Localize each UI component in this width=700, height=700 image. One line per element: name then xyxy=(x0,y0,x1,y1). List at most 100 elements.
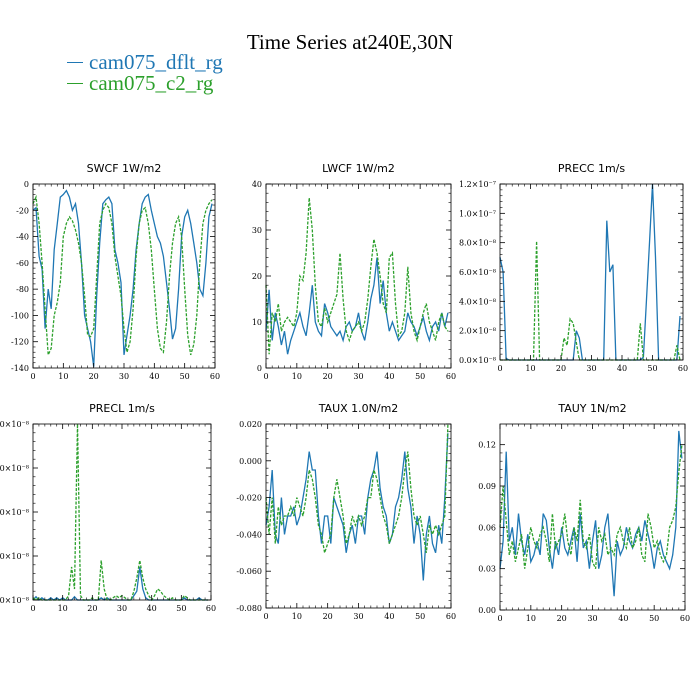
series-line-dflt xyxy=(32,566,208,601)
x-tick-label: 50 xyxy=(649,614,659,623)
y-tick-label: -0.040 xyxy=(236,530,262,539)
y-tick-label: 2.0×10⁻⁸ xyxy=(0,552,29,561)
y-tick-label: 4.0×10⁻⁸ xyxy=(0,508,29,517)
x-tick-label: 30 xyxy=(586,364,596,373)
x-tick-label: 30 xyxy=(587,614,597,623)
x-tick-label: 20 xyxy=(87,604,97,613)
y-tick-label: -0.080 xyxy=(236,604,262,613)
y-tick-label: 0.03 xyxy=(478,565,496,574)
legend-item-c2: cam075_c2_rg xyxy=(67,73,223,94)
legend-label-c2: cam075_c2_rg xyxy=(89,71,214,95)
y-tick-label: 0 xyxy=(257,364,262,373)
legend-item-dflt: cam075_dflt_rg xyxy=(67,52,223,73)
chart-panel-0: SWCF 1W/m2 0 10 20 30 40 50 60 0 -20 -40 -60 -80 -100… xyxy=(11,162,220,381)
plot-frame xyxy=(265,183,452,369)
chart-panel-5: TAUY 1N/m2 0 10 20 30 40 50 60 0.00 0.03 0.06 0.09 0… xyxy=(478,402,690,623)
series-line-c2 xyxy=(500,241,681,361)
x-tick-label: 50 xyxy=(647,364,657,373)
x-tick-label: 30 xyxy=(119,372,129,381)
y-tick-label: -0.020 xyxy=(236,494,262,503)
legend-swatch-dflt xyxy=(67,62,83,63)
y-tick-label: 6.0×10⁻⁸ xyxy=(459,268,496,277)
y-tick-label: -80 xyxy=(16,285,29,294)
x-tick-label: 40 xyxy=(384,372,394,381)
legend: cam075_dflt_rg cam075_c2_rg xyxy=(67,52,223,94)
x-tick-label: 50 xyxy=(415,372,425,381)
series-line-dflt xyxy=(265,257,449,355)
x-tick-label: 60 xyxy=(678,364,688,373)
y-tick-label: 30 xyxy=(252,226,262,235)
series-line-dflt xyxy=(265,433,449,581)
x-tick-label: 10 xyxy=(526,614,536,623)
y-tick-label: -0.060 xyxy=(236,567,262,576)
x-tick-label: 50 xyxy=(176,604,186,613)
x-tick-label: 0 xyxy=(30,604,35,613)
x-tick-label: 20 xyxy=(323,612,333,621)
y-tick-label: 8.0×10⁻⁸ xyxy=(459,239,496,248)
y-tick-label: 2.0×10⁻⁸ xyxy=(459,327,496,336)
series-line-dflt xyxy=(499,183,681,361)
chart-title: SWCF 1W/m2 xyxy=(87,162,162,175)
chart-title: LWCF 1W/m2 xyxy=(322,162,395,175)
x-tick-label: 60 xyxy=(680,614,690,623)
plot-frame xyxy=(32,423,212,601)
y-tick-label: 0.0×10⁻⁸ xyxy=(0,596,29,605)
y-tick-label: 0.020 xyxy=(239,420,262,429)
series-line-dflt xyxy=(499,430,683,597)
y-tick-label: 40 xyxy=(252,180,262,189)
x-tick-label: 0 xyxy=(497,364,502,373)
chart-title: TAUX 1.0N/m2 xyxy=(318,402,399,415)
y-tick-label: 0.06 xyxy=(478,523,496,532)
x-tick-label: 40 xyxy=(384,612,394,621)
series-line-c2 xyxy=(265,197,449,355)
y-tick-label: -20 xyxy=(16,206,29,215)
y-tick-label: 10 xyxy=(252,318,262,327)
legend-swatch-c2 xyxy=(67,83,83,84)
chart-panel-1: LWCF 1W/m2 0 10 20 30 40 50 60 0 10 20 30 40 xyxy=(252,162,456,381)
page-title: Time Series at240E,30N xyxy=(246,30,454,54)
x-tick-label: 60 xyxy=(210,372,220,381)
y-tick-label: 8.0×10⁻⁸ xyxy=(0,420,29,429)
legend-label-dflt: cam075_dflt_rg xyxy=(89,50,223,74)
x-tick-label: 40 xyxy=(617,364,627,373)
x-tick-label: 10 xyxy=(58,604,68,613)
y-tick-label: 0 xyxy=(24,180,29,189)
x-tick-label: 10 xyxy=(292,612,302,621)
chart-panel-4: TAUX 1.0N/m2 0 10 20 30 40 50 60 0.020 0.000 -0.02… xyxy=(236,402,456,621)
y-tick-label: 0.0×10⁻⁸ xyxy=(459,356,496,365)
y-tick-label: 0.000 xyxy=(239,457,262,466)
x-tick-label: 60 xyxy=(446,612,456,621)
x-tick-label: 20 xyxy=(323,372,333,381)
x-tick-label: 60 xyxy=(206,604,216,613)
x-tick-label: 40 xyxy=(618,614,628,623)
x-tick-label: 40 xyxy=(147,604,157,613)
x-tick-label: 30 xyxy=(353,612,363,621)
y-tick-label: -140 xyxy=(11,364,29,373)
x-tick-label: 30 xyxy=(117,604,127,613)
y-tick-label: -100 xyxy=(11,311,29,320)
x-tick-label: 0 xyxy=(30,372,35,381)
x-tick-label: 10 xyxy=(58,372,68,381)
x-tick-label: 20 xyxy=(556,364,566,373)
x-tick-label: 50 xyxy=(180,372,190,381)
plot-frame xyxy=(499,423,686,611)
x-tick-label: 50 xyxy=(415,612,425,621)
x-tick-label: 0 xyxy=(263,372,268,381)
y-tick-label: 0.09 xyxy=(478,482,496,491)
x-tick-label: 10 xyxy=(525,364,535,373)
x-tick-label: 20 xyxy=(557,614,567,623)
series-line-c2 xyxy=(265,423,449,554)
y-tick-label: 20 xyxy=(252,272,262,281)
x-tick-label: 0 xyxy=(497,614,502,623)
x-tick-label: 40 xyxy=(149,372,159,381)
chart-title: TAUY 1N/m2 xyxy=(557,402,626,415)
y-tick-label: 0.00 xyxy=(478,606,496,615)
series-line-c2 xyxy=(32,423,208,602)
series-line-c2 xyxy=(499,444,683,569)
x-tick-label: 0 xyxy=(263,612,268,621)
y-tick-label: 0.12 xyxy=(478,441,496,450)
y-tick-label: -40 xyxy=(16,233,29,242)
x-tick-label: 60 xyxy=(446,372,456,381)
chart-title: PRECC 1m/s xyxy=(558,162,626,175)
